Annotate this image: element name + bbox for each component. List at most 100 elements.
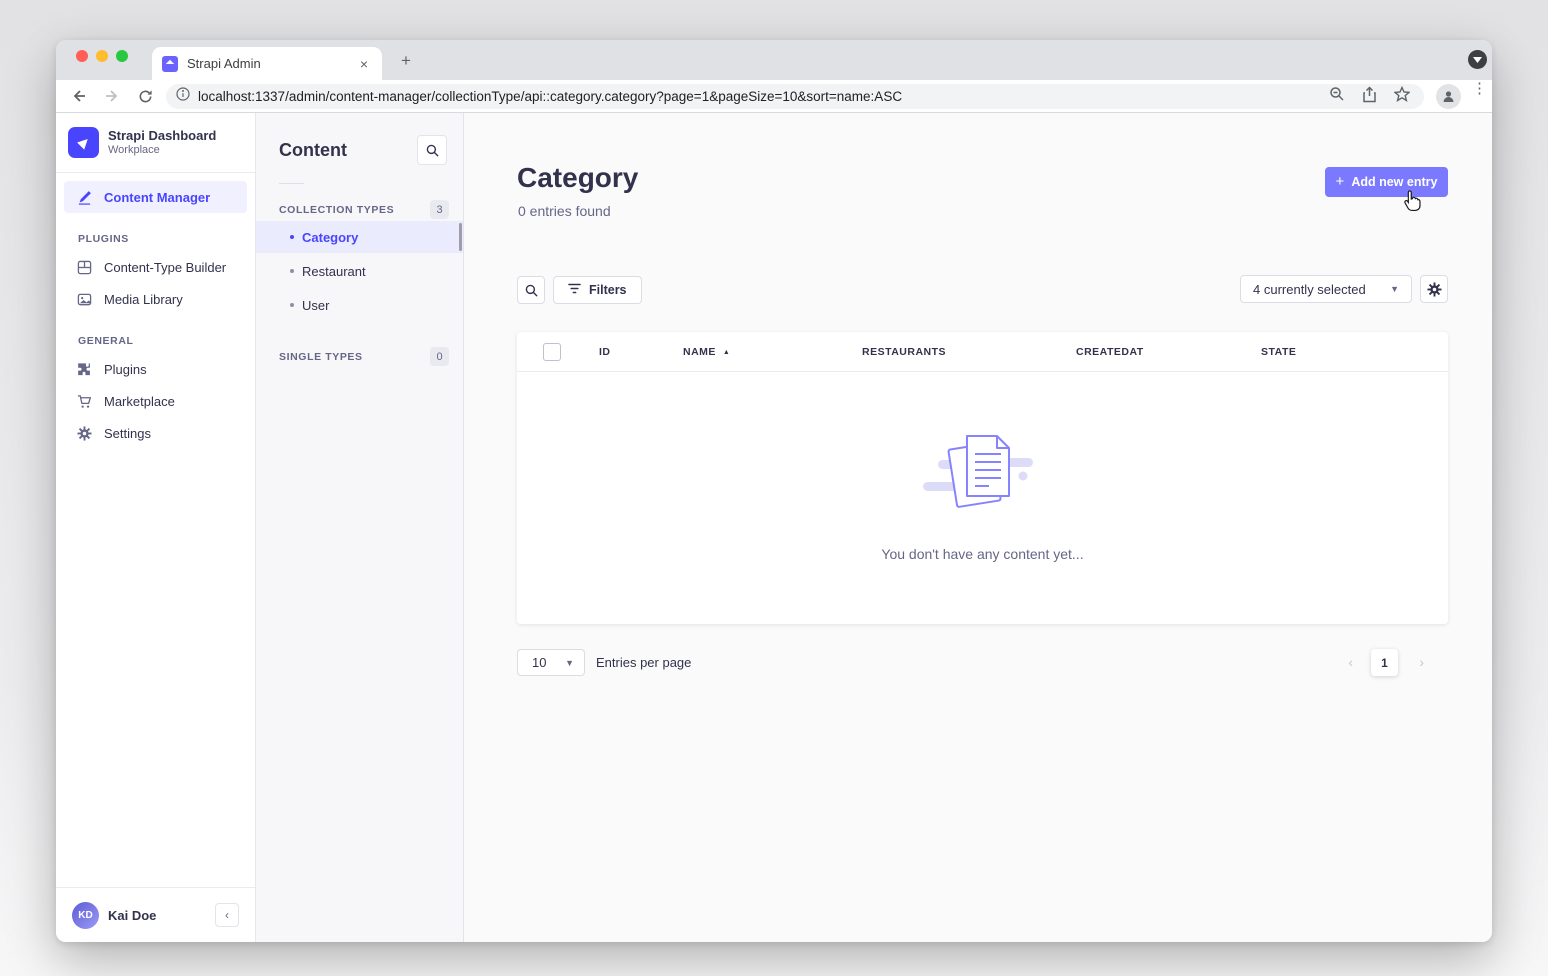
browser-profile-avatar[interactable] bbox=[1436, 84, 1461, 109]
sidebar-item-label: Settings bbox=[104, 425, 151, 441]
browser-tab-strip: Strapi Admin × + bbox=[56, 40, 1492, 80]
user-name: Kai Doe bbox=[108, 907, 157, 923]
share-icon[interactable] bbox=[1362, 85, 1377, 108]
pagination-bar: 10 ▼ Entries per page ‹ 1 › bbox=[517, 649, 1448, 677]
tab-title: Strapi Admin bbox=[187, 56, 261, 71]
next-page-icon[interactable]: › bbox=[1419, 654, 1424, 670]
entries-per-page-label: Entries per page bbox=[596, 655, 692, 670]
sidebar-divider bbox=[56, 172, 255, 173]
column-header-id[interactable]: ID bbox=[599, 346, 611, 358]
previous-page-icon[interactable]: ‹ bbox=[1348, 654, 1353, 670]
sort-ascending-icon: ▲ bbox=[722, 349, 731, 356]
sidebar-footer: KD Kai Doe ‹ bbox=[56, 887, 255, 942]
layout-grid-icon bbox=[76, 259, 92, 275]
strapi-favicon-icon bbox=[162, 55, 178, 72]
url-bar[interactable]: localhost:1337/admin/content-manager/col… bbox=[166, 84, 1424, 109]
browser-tab[interactable]: Strapi Admin × bbox=[152, 47, 382, 80]
filters-label: Filters bbox=[589, 283, 627, 297]
browser-window: Strapi Admin × + localhost:1337/admin/co… bbox=[56, 40, 1492, 942]
strapi-logo-icon bbox=[68, 127, 99, 158]
chevron-down-icon: ▼ bbox=[565, 657, 574, 668]
filters-button[interactable]: Filters bbox=[553, 276, 642, 304]
column-header-state[interactable]: STATE bbox=[1261, 346, 1297, 358]
bullet-icon bbox=[290, 235, 294, 239]
subnav-item-category[interactable]: Category bbox=[256, 221, 463, 253]
subnav-item-label: Category bbox=[302, 229, 359, 245]
bullet-icon bbox=[290, 269, 294, 273]
tab-close-icon[interactable]: × bbox=[359, 55, 368, 72]
sidebar-item-marketplace[interactable]: Marketplace bbox=[64, 385, 247, 417]
new-tab-button[interactable]: + bbox=[401, 51, 411, 70]
recording-indicator-icon[interactable] bbox=[1468, 50, 1487, 69]
fields-selected-value: 4 currently selected bbox=[1253, 281, 1366, 297]
reload-icon[interactable] bbox=[135, 86, 155, 106]
collapse-sidebar-button[interactable]: ‹ bbox=[215, 903, 239, 927]
puzzle-icon bbox=[76, 361, 92, 377]
url-text[interactable]: localhost:1337/admin/content-manager/col… bbox=[198, 89, 903, 104]
view-settings-button[interactable] bbox=[1420, 275, 1448, 303]
zoom-out-page-icon[interactable] bbox=[1329, 86, 1345, 107]
scrollbar-thumb[interactable] bbox=[459, 223, 462, 251]
page-title: Category bbox=[517, 162, 639, 193]
gear-icon bbox=[76, 425, 92, 441]
sidebar-item-label: Marketplace bbox=[104, 393, 175, 409]
sidebar-item-label: Plugins bbox=[104, 361, 147, 377]
column-header-name[interactable]: NAME ▲ bbox=[683, 346, 731, 358]
empty-state: You don't have any content yet... bbox=[517, 372, 1448, 624]
sidebar-section-plugins: PLUGINS bbox=[78, 233, 129, 245]
workspace-brand[interactable]: Strapi Dashboard Workplace bbox=[56, 113, 255, 170]
sidebar-item-plugins[interactable]: Plugins bbox=[64, 353, 247, 385]
bullet-icon bbox=[290, 303, 294, 307]
entries-table: ID NAME ▲ RESTAURANTS CREATEDAT STATE bbox=[517, 332, 1448, 624]
sidebar-item-media-library[interactable]: Media Library bbox=[64, 283, 247, 315]
browser-menu-icon[interactable]: ⋮ bbox=[1472, 80, 1487, 97]
entries-count: 0 entries found bbox=[518, 203, 611, 219]
workspace-name: Workplace bbox=[108, 144, 160, 156]
minimize-window-button[interactable] bbox=[96, 50, 108, 62]
sidebar-item-content-type-builder[interactable]: Content-Type Builder bbox=[64, 251, 247, 283]
page-size-value: 10 bbox=[532, 655, 547, 670]
plus-icon: + bbox=[1335, 173, 1345, 190]
browser-toolbar: localhost:1337/admin/content-manager/col… bbox=[56, 80, 1492, 113]
subnav-item-label: User bbox=[302, 297, 330, 313]
site-info-icon[interactable] bbox=[176, 87, 190, 106]
pen-icon bbox=[76, 189, 92, 205]
search-content-button[interactable] bbox=[417, 135, 447, 165]
table-header-row: ID NAME ▲ RESTAURANTS CREATEDAT STATE bbox=[517, 332, 1448, 372]
fields-selected-dropdown[interactable]: 4 currently selected ▼ bbox=[1240, 275, 1412, 303]
chevron-down-icon: ▼ bbox=[1390, 284, 1399, 294]
content-subnav: Content COLLECTION TYPES 3 Category Rest… bbox=[256, 113, 464, 942]
sidebar-section-general: GENERAL bbox=[78, 335, 134, 347]
user-avatar[interactable]: KD bbox=[72, 901, 99, 929]
search-entries-button[interactable] bbox=[517, 276, 545, 304]
page-size-select[interactable]: 10 ▼ bbox=[517, 649, 585, 676]
strapi-admin-app: Strapi Dashboard Workplace Content Manag… bbox=[56, 113, 1492, 942]
sidebar-item-label: Content Manager bbox=[104, 189, 211, 205]
current-page-button[interactable]: 1 bbox=[1371, 649, 1398, 676]
sidebar-item-settings[interactable]: Settings bbox=[64, 417, 247, 449]
add-new-entry-label: Add new entry bbox=[1351, 175, 1438, 189]
sidebar-item-content-manager[interactable]: Content Manager bbox=[64, 181, 247, 213]
forward-icon[interactable] bbox=[102, 86, 122, 106]
subnav-item-restaurant[interactable]: Restaurant bbox=[256, 255, 463, 287]
subnav-title: Content bbox=[279, 139, 347, 160]
column-header-restaurants[interactable]: RESTAURANTS bbox=[862, 346, 947, 358]
subnav-divider bbox=[279, 183, 304, 184]
empty-state-text: You don't have any content yet... bbox=[881, 546, 1084, 562]
subnav-item-user[interactable]: User bbox=[256, 289, 463, 321]
main-content: Category 0 entries found + Add new entry… bbox=[464, 113, 1492, 942]
select-all-checkbox[interactable] bbox=[543, 343, 561, 361]
bookmark-star-icon[interactable] bbox=[1393, 85, 1411, 107]
sidebar-item-label: Media Library bbox=[104, 291, 183, 307]
sidebar-item-label: Content-Type Builder bbox=[104, 259, 227, 275]
image-icon bbox=[76, 291, 92, 307]
back-icon[interactable] bbox=[69, 86, 89, 106]
column-header-createdat[interactable]: CREATEDAT bbox=[1076, 346, 1144, 358]
single-types-header: SINGLE TYPES bbox=[279, 350, 363, 363]
empty-documents-illustration bbox=[922, 435, 1033, 508]
add-new-entry-button[interactable]: + Add new entry bbox=[1325, 167, 1448, 197]
zoom-window-button[interactable] bbox=[116, 50, 128, 62]
cart-icon bbox=[76, 393, 92, 409]
app-name: Strapi Dashboard bbox=[108, 128, 217, 143]
close-window-button[interactable] bbox=[76, 50, 88, 62]
